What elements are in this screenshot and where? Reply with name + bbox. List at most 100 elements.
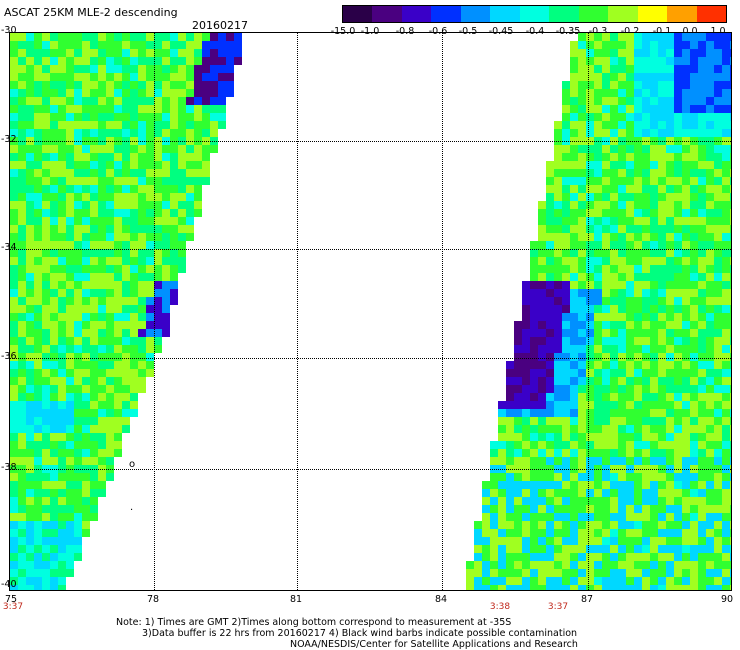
- swath-pixel: [66, 257, 74, 265]
- swath-pixel: [130, 89, 138, 97]
- swath-pixel: [474, 553, 482, 561]
- swath-pixel: [650, 545, 658, 553]
- swath-pixel: [730, 353, 731, 361]
- swath-pixel: [74, 305, 82, 313]
- swath-pixel: [82, 217, 90, 225]
- swath-pixel: [170, 209, 178, 217]
- swath-pixel: [522, 497, 530, 505]
- swath-pixel: [538, 337, 546, 345]
- swath-pixel: [730, 201, 731, 209]
- swath-pixel: [82, 233, 90, 241]
- swath-pixel: [602, 225, 610, 233]
- swath-pixel: [690, 297, 698, 305]
- swath-pixel: [626, 145, 634, 153]
- swath-pixel: [586, 89, 594, 97]
- swath-pixel: [674, 113, 682, 121]
- swath-pixel: [562, 177, 570, 185]
- swath-pixel: [490, 505, 498, 513]
- colorbar-tick-label: -0.8: [395, 26, 415, 37]
- swath-pixel: [594, 81, 602, 89]
- swath-pixel: [50, 185, 58, 193]
- swath-pixel: [170, 57, 178, 65]
- swath-pixel: [562, 441, 570, 449]
- swath-pixel: [74, 209, 82, 217]
- swath-pixel: [666, 417, 674, 425]
- swath-pixel: [570, 457, 578, 465]
- swath-pixel: [682, 337, 690, 345]
- swath-pixel: [722, 561, 730, 569]
- swath-pixel: [90, 337, 98, 345]
- swath-pixel: [114, 33, 122, 41]
- swath-pixel: [698, 257, 706, 265]
- swath-pixel: [154, 97, 162, 105]
- swath-pixel: [26, 153, 34, 161]
- swath-pixel: [506, 513, 514, 521]
- swath-pixel: [586, 353, 594, 361]
- swath-pixel: [106, 409, 114, 417]
- swath-pixel: [522, 577, 530, 585]
- swath-pixel: [682, 417, 690, 425]
- swath-pixel: [506, 521, 514, 529]
- swath-pixel: [570, 89, 578, 97]
- swath-pixel: [586, 545, 594, 553]
- swath-pixel: [474, 545, 482, 553]
- swath-pixel: [642, 265, 650, 273]
- swath-pixel: [690, 265, 698, 273]
- swath-pixel: [626, 169, 634, 177]
- swath-pixel: [42, 497, 50, 505]
- swath-pixel: [66, 113, 74, 121]
- swath-pixel: [650, 449, 658, 457]
- swath-pixel: [154, 89, 162, 97]
- swath-pixel: [666, 409, 674, 417]
- swath-pixel: [698, 513, 706, 521]
- swath-pixel: [706, 401, 714, 409]
- swath-pixel: [58, 73, 66, 81]
- swath-pixel: [626, 545, 634, 553]
- swath-pixel: [18, 33, 26, 41]
- swath-pixel: [26, 257, 34, 265]
- swath-pixel: [546, 473, 554, 481]
- swath-pixel: [90, 41, 98, 49]
- swath-pixel: [106, 457, 114, 465]
- swath-pixel: [170, 281, 178, 289]
- swath-pixel: [618, 313, 626, 321]
- swath-pixel: [58, 217, 66, 225]
- swath-pixel: [650, 537, 658, 545]
- swath-pixel: [562, 121, 570, 129]
- swath-pixel: [18, 113, 26, 121]
- swath-pixel: [690, 457, 698, 465]
- swath-pixel: [42, 313, 50, 321]
- swath-pixel: [58, 281, 66, 289]
- swath-pixel: [106, 297, 114, 305]
- swath-pixel: [586, 49, 594, 57]
- swath-pixel: [626, 385, 634, 393]
- swath-pixel: [106, 449, 114, 457]
- swath-pixel: [178, 49, 186, 57]
- swath-pixel: [146, 297, 154, 305]
- swath-pixel: [114, 57, 122, 65]
- swath-pixel: [554, 297, 562, 305]
- swath-pixel: [642, 257, 650, 265]
- swath-pixel: [122, 177, 130, 185]
- swath-pixel: [18, 233, 26, 241]
- swath-pixel: [682, 529, 690, 537]
- swath-pixel: [186, 185, 194, 193]
- swath-pixel: [506, 433, 514, 441]
- swath-pixel: [10, 169, 18, 177]
- swath-pixel: [538, 273, 546, 281]
- swath-pixel: [162, 321, 170, 329]
- swath-pixel: [538, 321, 546, 329]
- swath-pixel: [514, 561, 522, 569]
- swath-pixel: [570, 49, 578, 57]
- swath-pixel: [730, 481, 731, 489]
- swath-pixel: [138, 81, 146, 89]
- swath-pixel: [658, 441, 666, 449]
- swath-pixel: [594, 177, 602, 185]
- swath-pixel: [706, 185, 714, 193]
- swath-pixel: [610, 153, 618, 161]
- swath-pixel: [74, 201, 82, 209]
- swath-pixel: [130, 225, 138, 233]
- swath-pixel: [634, 553, 642, 561]
- swath-pixel: [554, 305, 562, 313]
- swath-pixel: [698, 393, 706, 401]
